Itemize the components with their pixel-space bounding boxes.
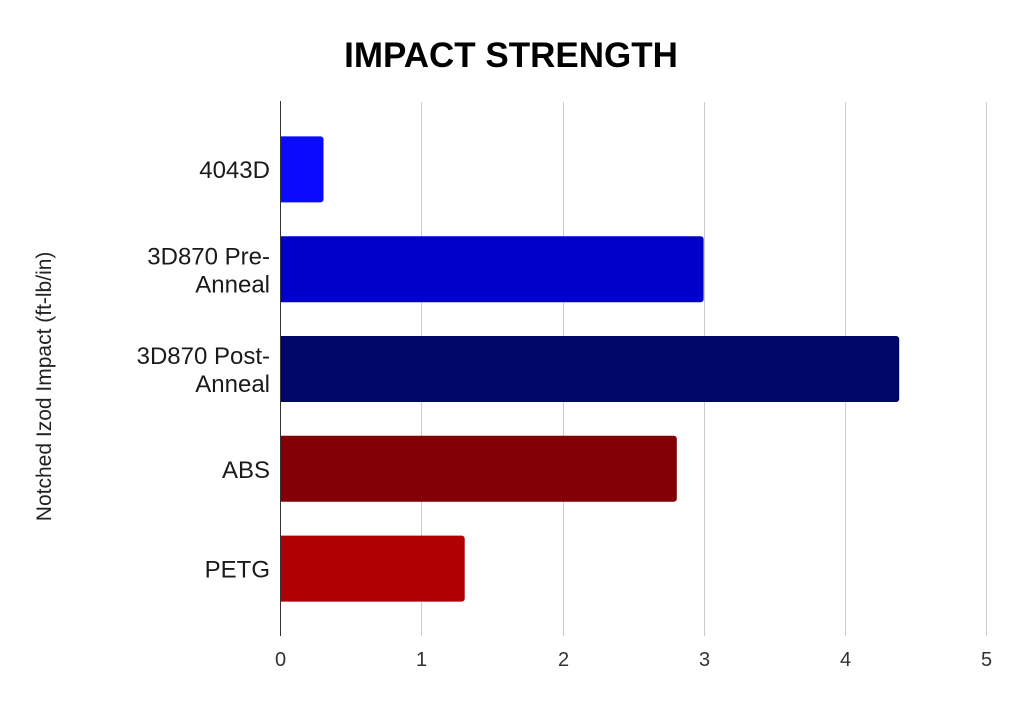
svg-text:2: 2 <box>558 649 569 671</box>
svg-text:4: 4 <box>840 649 851 671</box>
svg-text:PETG: PETG <box>205 557 270 584</box>
svg-text:3: 3 <box>699 649 710 671</box>
svg-text:Anneal: Anneal <box>195 271 270 298</box>
svg-text:IMPACT STRENGTH: IMPACT STRENGTH <box>344 36 678 75</box>
svg-text:3D870 Post-: 3D870 Post- <box>137 343 270 370</box>
svg-text:3D870 Pre-: 3D870 Pre- <box>147 243 270 270</box>
svg-text:ABS: ABS <box>222 457 270 484</box>
svg-text:0: 0 <box>275 649 286 671</box>
svg-text:Anneal: Anneal <box>195 371 270 398</box>
svg-text:Notched Izod Impact (ft-lb/in): Notched Izod Impact (ft-lb/in) <box>33 252 56 522</box>
svg-text:4043D: 4043D <box>199 157 270 184</box>
svg-text:1: 1 <box>416 649 427 671</box>
svg-text:5: 5 <box>981 649 992 671</box>
